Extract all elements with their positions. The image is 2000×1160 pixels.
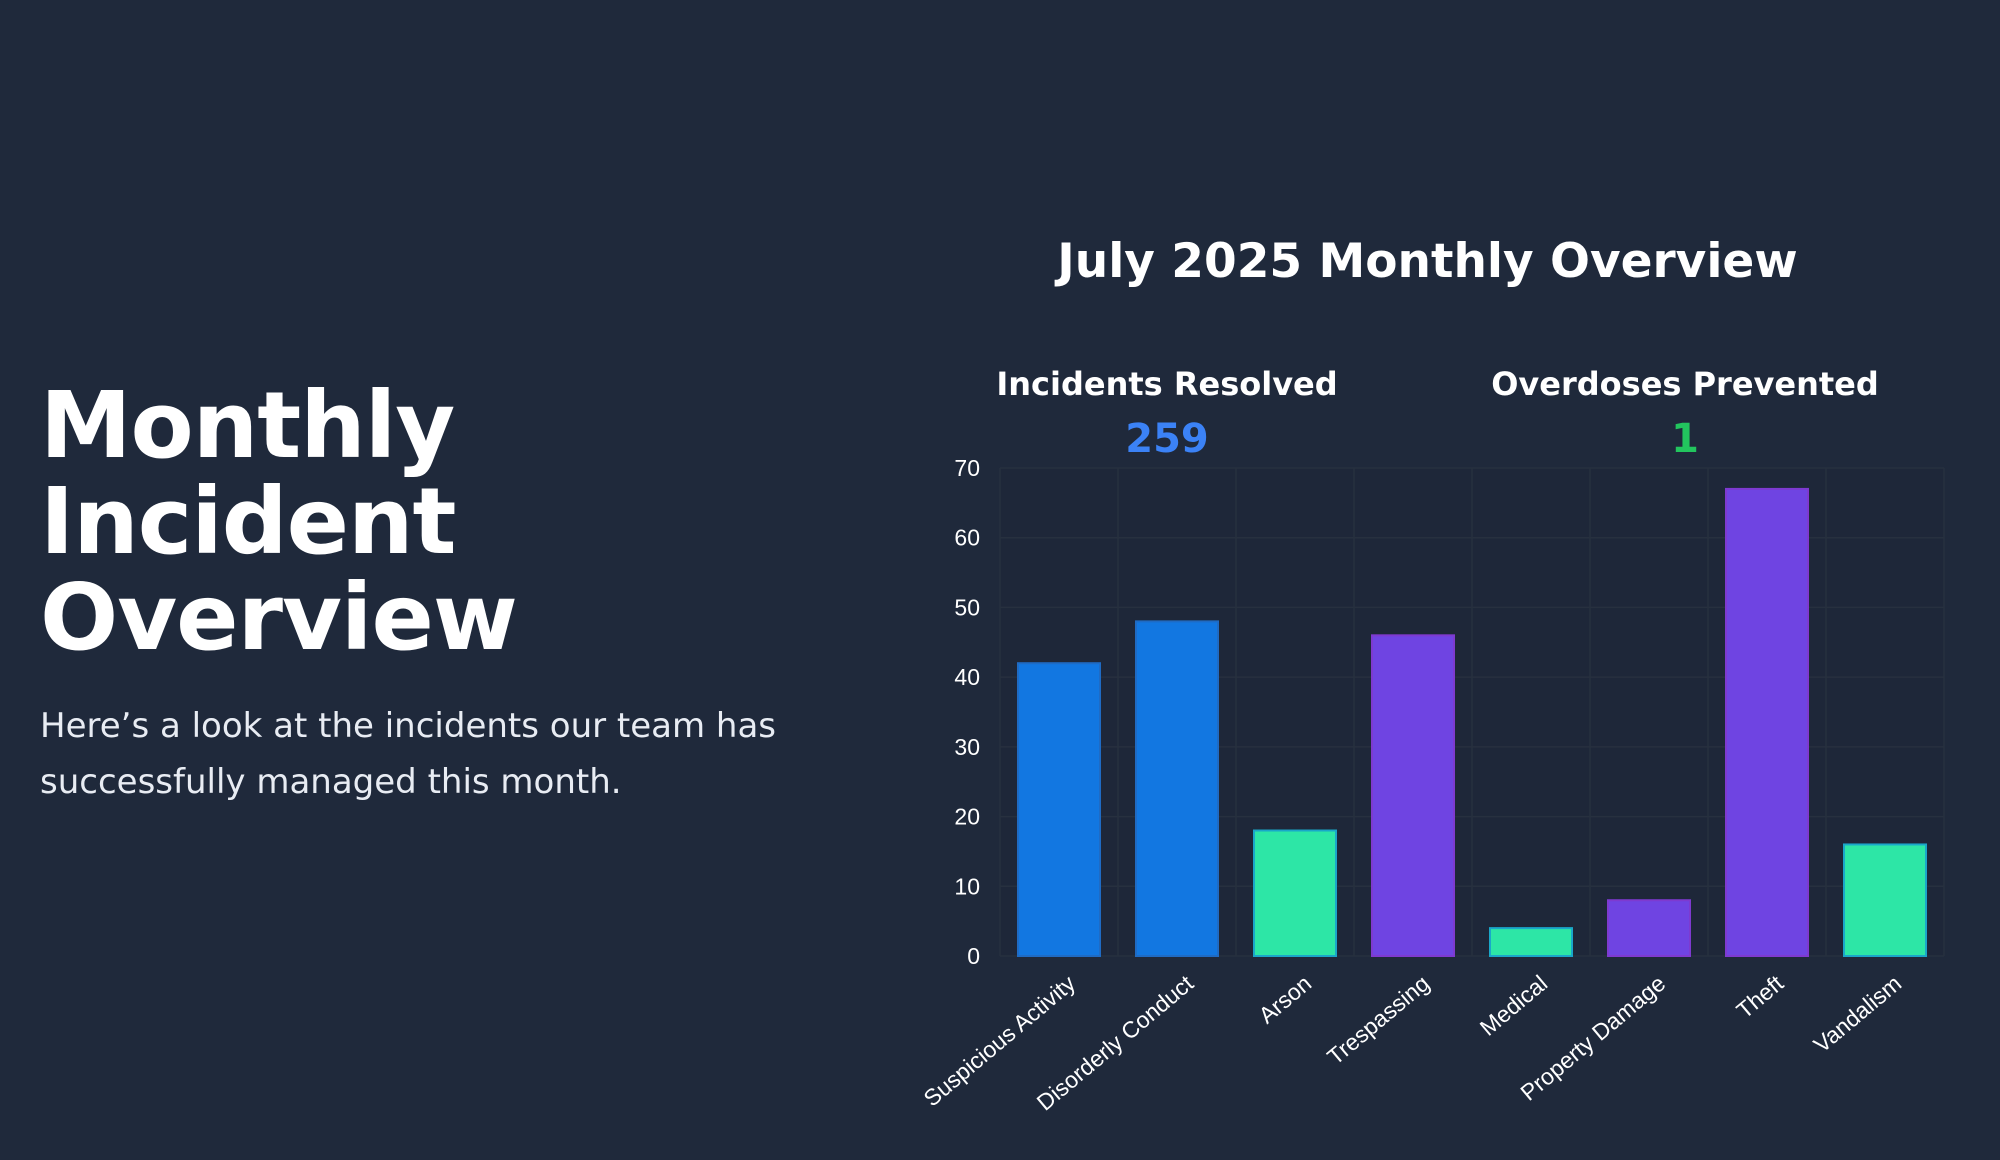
y-axis-ticks: 0 10 20 30 40 50 60 70 — [954, 455, 980, 969]
y-tick-label-20: 20 — [954, 804, 980, 830]
overview-title: July 2025 Monthly Overview — [1057, 234, 1798, 289]
hero-title-line-1: Monthly — [40, 372, 455, 479]
y-tick-label-10: 10 — [954, 873, 980, 899]
bar-vandalism — [1843, 843, 1927, 958]
bar-suspicious-activity — [1017, 662, 1101, 957]
y-tick-label-60: 60 — [954, 525, 980, 551]
x-tick-label-vandalism: Vandalism — [1809, 970, 1907, 1058]
overdoses-prevented-stat: Overdoses Prevented 1 — [1475, 362, 1895, 464]
bar-medical — [1489, 927, 1573, 957]
hero-subtitle: Here’s a look at the incidents our team … — [40, 706, 777, 802]
y-tick-label-40: 40 — [954, 664, 980, 690]
incidents-resolved-stat: Incidents Resolved 259 — [957, 362, 1377, 464]
x-tick-label-arson: Arson — [1253, 970, 1316, 1029]
overdoses-prevented-value: 1 — [1671, 416, 1699, 462]
x-tick-label-medical: Medical — [1475, 970, 1552, 1041]
x-tick-label-theft: Theft — [1731, 970, 1788, 1024]
bar-property-damage — [1607, 899, 1691, 958]
y-tick-label-70: 70 — [954, 455, 980, 481]
bar-trespassing — [1371, 634, 1455, 957]
x-tick-label-trespassing: Trespassing — [1322, 970, 1434, 1070]
incidents-resolved-value: 259 — [1125, 416, 1209, 462]
y-tick-label-0: 0 — [967, 943, 980, 969]
chart-bars — [1017, 487, 1927, 958]
hero-title: Monthly Incident Overview — [40, 378, 800, 666]
hero-title-line-3: Overview — [40, 564, 518, 671]
overdoses-prevented-label: Overdoses Prevented — [1491, 365, 1879, 403]
hero-title-line-2: Incident — [40, 468, 457, 575]
y-tick-label-50: 50 — [954, 594, 980, 620]
y-tick-label-30: 30 — [954, 734, 980, 760]
bar-disorderly-conduct — [1135, 620, 1219, 957]
bar-theft — [1725, 487, 1809, 957]
bar-arson — [1253, 829, 1337, 957]
incidents-resolved-label: Incidents Resolved — [996, 365, 1338, 403]
